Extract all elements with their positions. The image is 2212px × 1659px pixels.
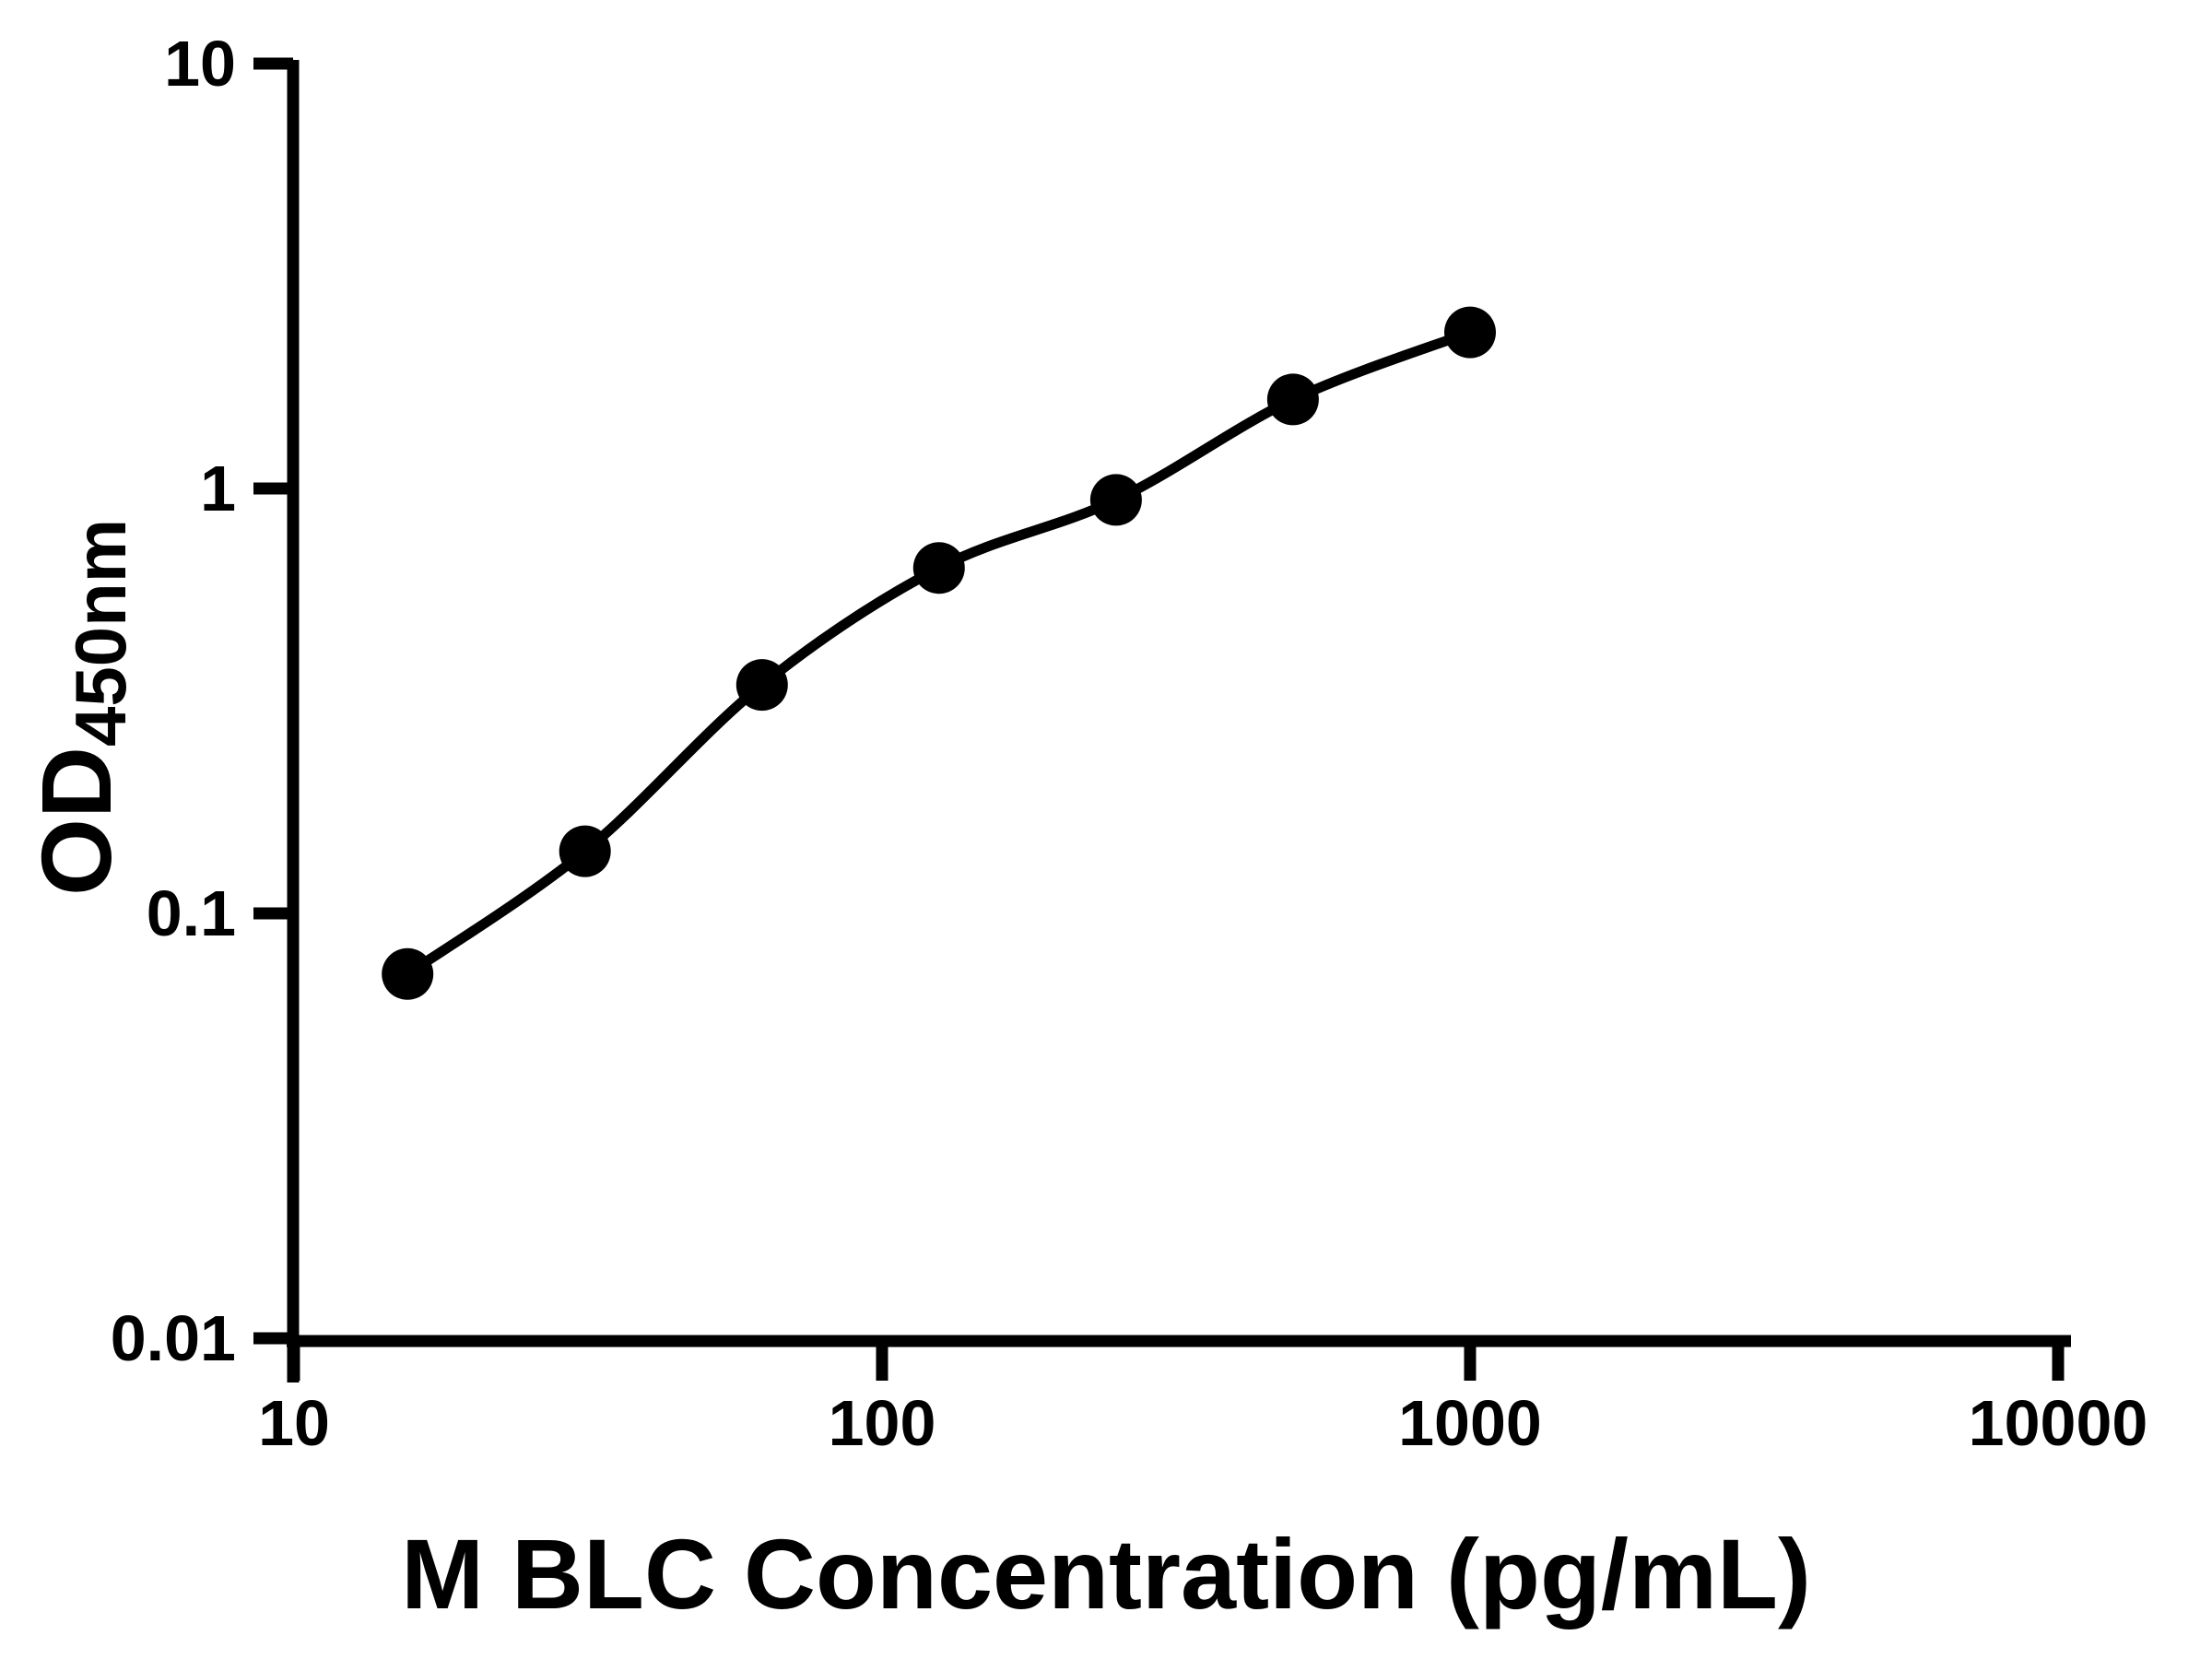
y-axis-title: OD450nm xyxy=(20,519,141,896)
data-point xyxy=(735,659,788,712)
data-point xyxy=(382,947,434,1000)
y-tick-label: 1 xyxy=(200,453,236,524)
y-tick-label: 0.1 xyxy=(147,877,236,949)
data-point xyxy=(912,542,965,594)
fit-curve xyxy=(405,327,1472,979)
data-point xyxy=(1089,474,1142,526)
x-axis-title: M BLC Concentration (pg/mL) xyxy=(401,1518,1811,1630)
x-tick-label: 100 xyxy=(829,1387,936,1459)
y-tick-label: 0.01 xyxy=(111,1302,236,1374)
y-axis-title-main: OD xyxy=(20,747,132,896)
y-tick-label: 10 xyxy=(164,28,236,100)
x-tick-label: 10 xyxy=(258,1387,330,1459)
y-axis-title-subscript: 450nm xyxy=(60,519,141,747)
x-tick-label: 10000 xyxy=(1969,1387,2148,1459)
data-point xyxy=(1444,306,1496,359)
data-point xyxy=(559,825,611,877)
x-tick-label: 1000 xyxy=(1398,1387,1542,1459)
data-point xyxy=(1266,373,1319,426)
